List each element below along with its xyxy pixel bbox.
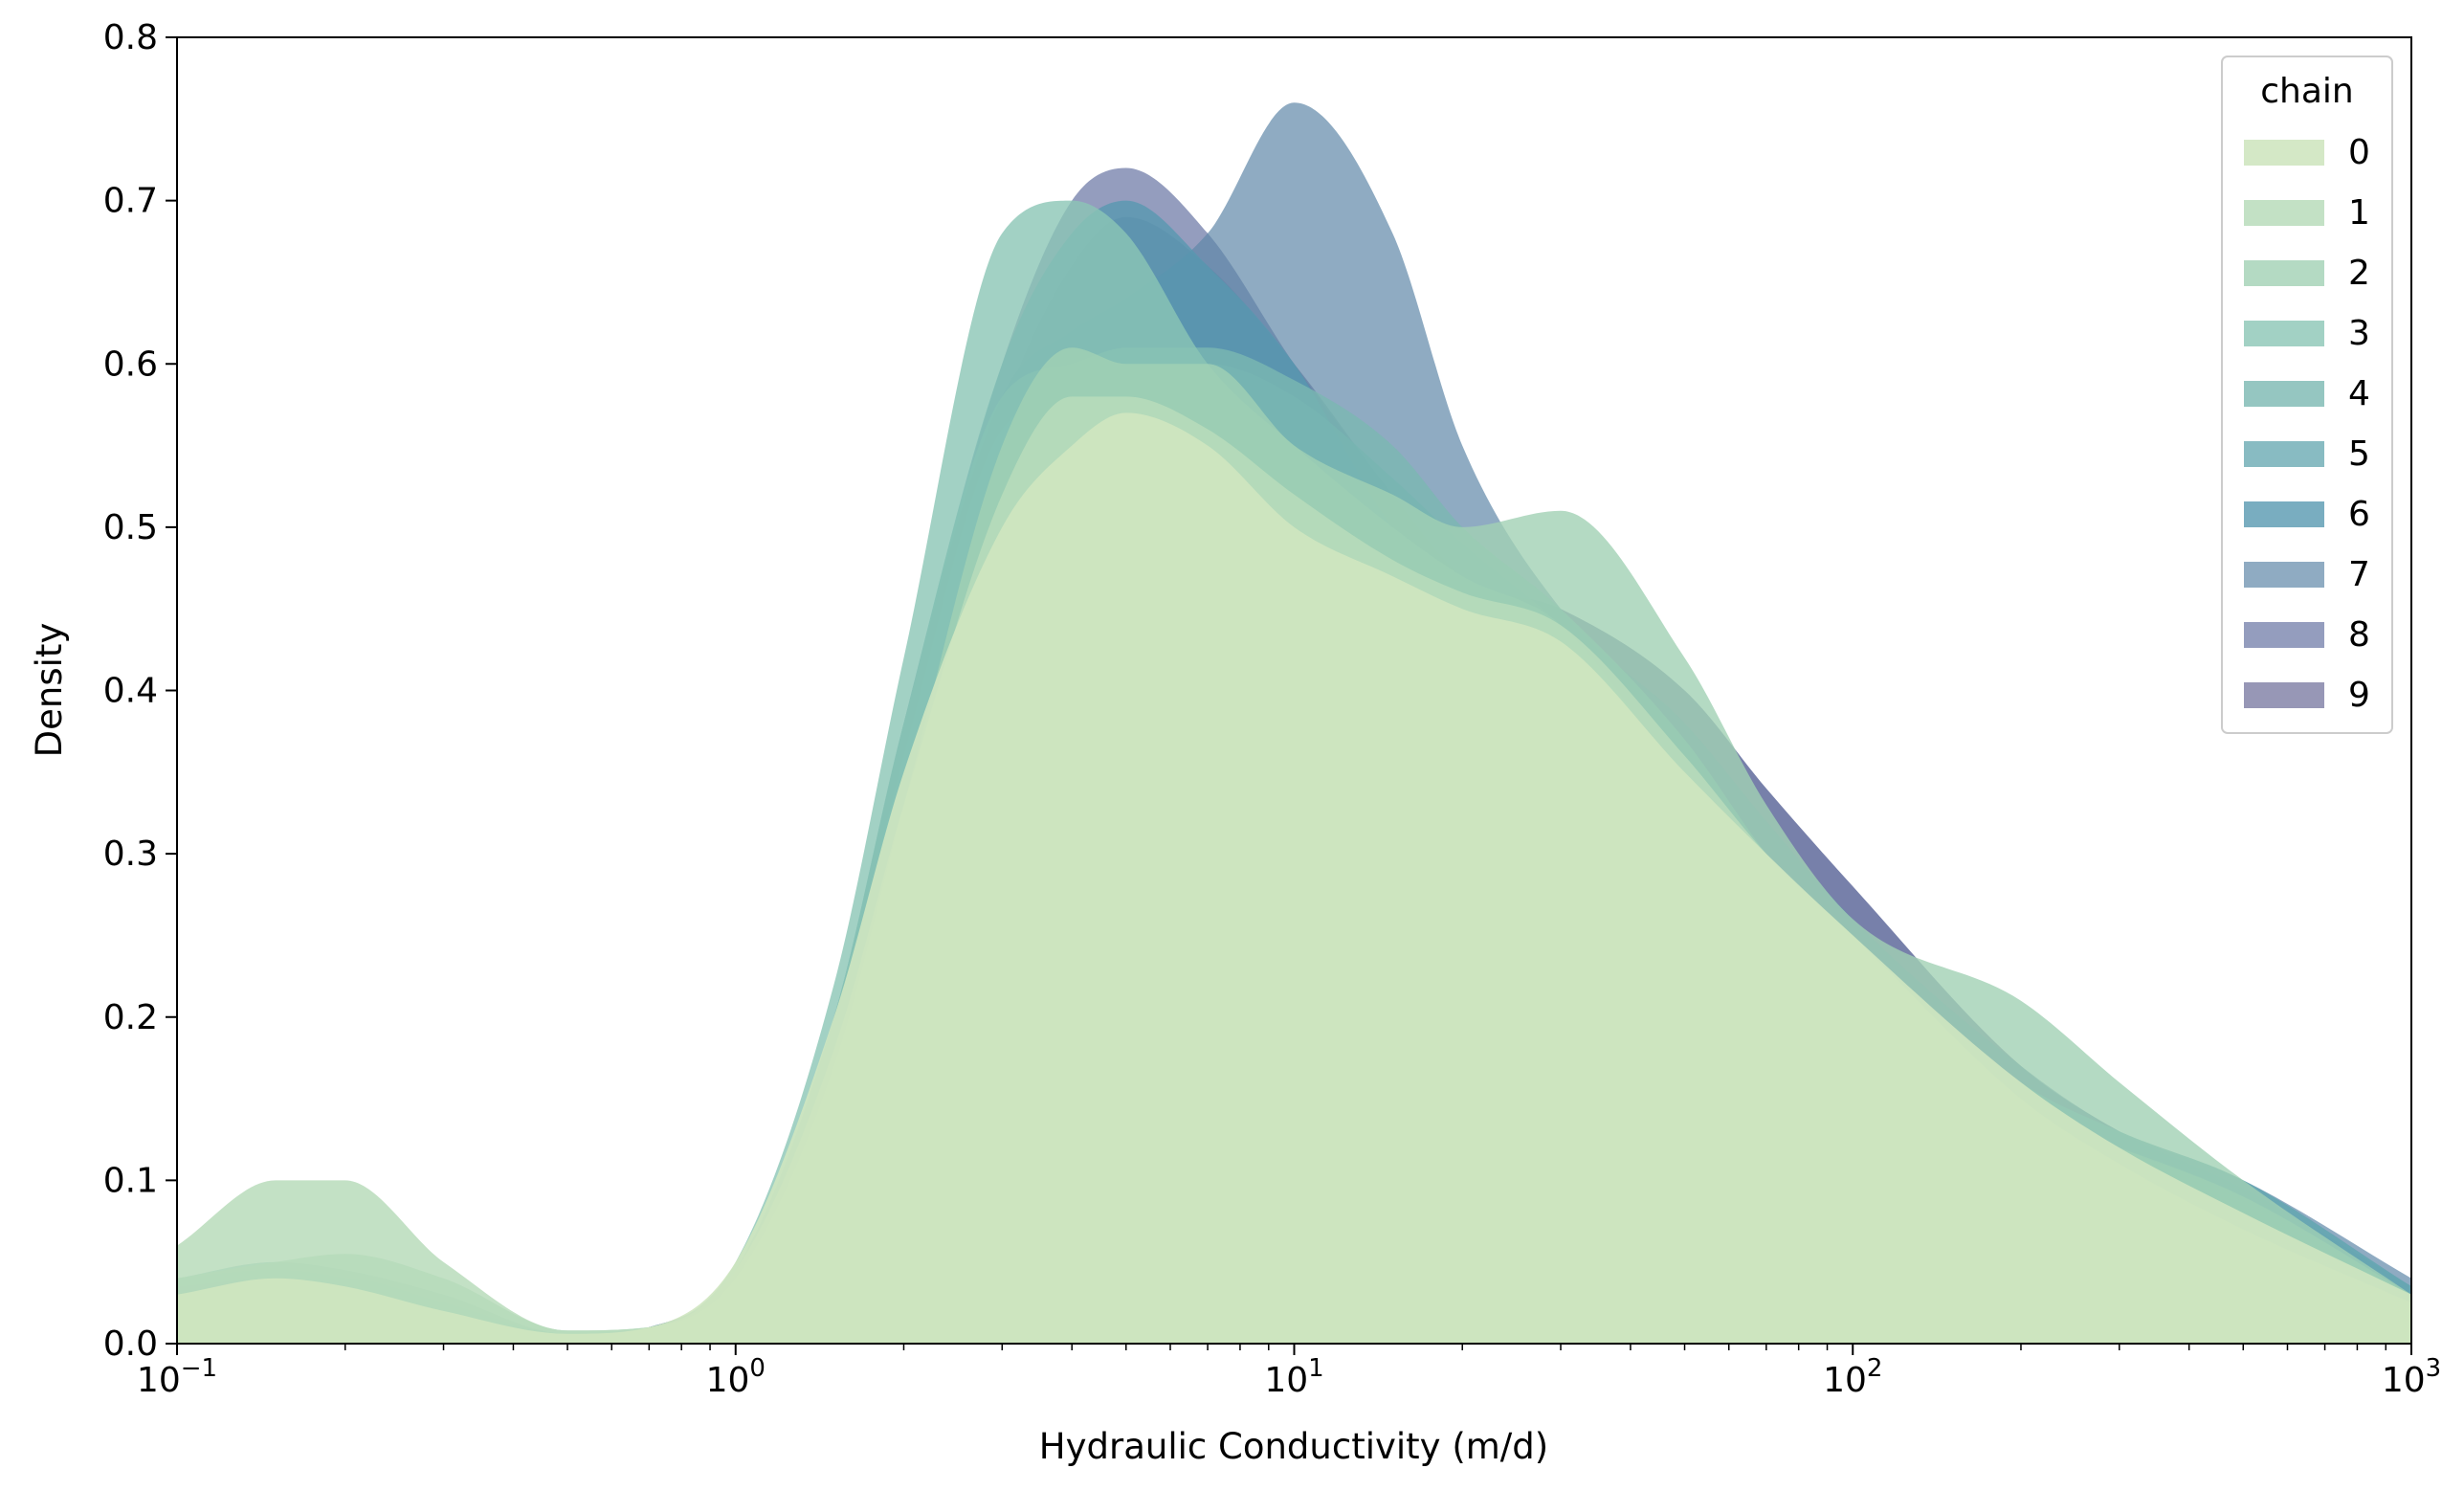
legend-swatch-chain-1 — [2244, 200, 2324, 226]
legend-swatch-chain-5 — [2244, 441, 2324, 467]
x-tick-label: 102 — [1823, 1354, 1882, 1400]
y-tick-label: 0.1 — [103, 1161, 158, 1200]
legend-label-chain-3: 3 — [2348, 314, 2370, 353]
y-tick-label: 0.0 — [103, 1324, 158, 1364]
legend-swatch-chain-9 — [2244, 682, 2324, 708]
density-area-chain-0 — [177, 412, 2411, 1344]
legend-label-chain-0: 0 — [2348, 133, 2370, 172]
legend-items: 0 1 2 3 4 5 6 7 8 9 — [2244, 133, 2370, 715]
legend-swatch-chain-8 — [2244, 622, 2324, 648]
y-tick-label: 0.7 — [103, 182, 158, 221]
legend-swatch-chain-3 — [2244, 321, 2324, 346]
legend-label-chain-7: 7 — [2348, 555, 2370, 594]
legend-label-chain-5: 5 — [2348, 434, 2370, 474]
legend-swatch-chain-4 — [2244, 381, 2324, 407]
legend-swatch-chain-7 — [2244, 562, 2324, 588]
legend-label-chain-9: 9 — [2348, 676, 2370, 715]
y-axis-ticks: 0.0 0.1 0.2 0.3 0.4 0.5 0.6 0.7 0.8 — [103, 18, 177, 1364]
y-tick-label: 0.2 — [103, 998, 158, 1037]
density-areas — [177, 102, 2411, 1345]
y-tick-label: 0.5 — [103, 508, 158, 547]
y-tick-label: 0.3 — [103, 835, 158, 874]
legend-swatch-chain-2 — [2244, 260, 2324, 286]
legend-label-chain-2: 2 — [2348, 254, 2370, 293]
legend-label-chain-4: 4 — [2348, 374, 2370, 413]
legend-swatch-chain-0 — [2244, 140, 2324, 166]
x-axis-ticks: 10−1 100 101 102 103 — [137, 1344, 2441, 1400]
legend-label-chain-8: 8 — [2348, 615, 2370, 655]
x-tick-label: 10−1 — [137, 1354, 217, 1400]
x-tick-label: 100 — [706, 1354, 766, 1400]
legend-label-chain-1: 1 — [2348, 193, 2370, 233]
y-tick-label: 0.6 — [103, 345, 158, 384]
y-tick-label: 0.4 — [103, 672, 158, 711]
x-tick-label: 101 — [1264, 1354, 1323, 1400]
legend-swatch-chain-6 — [2244, 501, 2324, 527]
legend-label-chain-6: 6 — [2348, 495, 2370, 534]
y-tick-label: 0.8 — [103, 18, 158, 57]
x-axis-title: Hydraulic Conductivity (m/d) — [1039, 1426, 1548, 1467]
y-axis-title: Density — [29, 623, 70, 758]
x-tick-label: 103 — [2382, 1354, 2441, 1400]
legend: chain 0 1 2 3 4 5 6 7 8 9 — [2221, 56, 2393, 734]
legend-title: chain — [2260, 72, 2354, 111]
